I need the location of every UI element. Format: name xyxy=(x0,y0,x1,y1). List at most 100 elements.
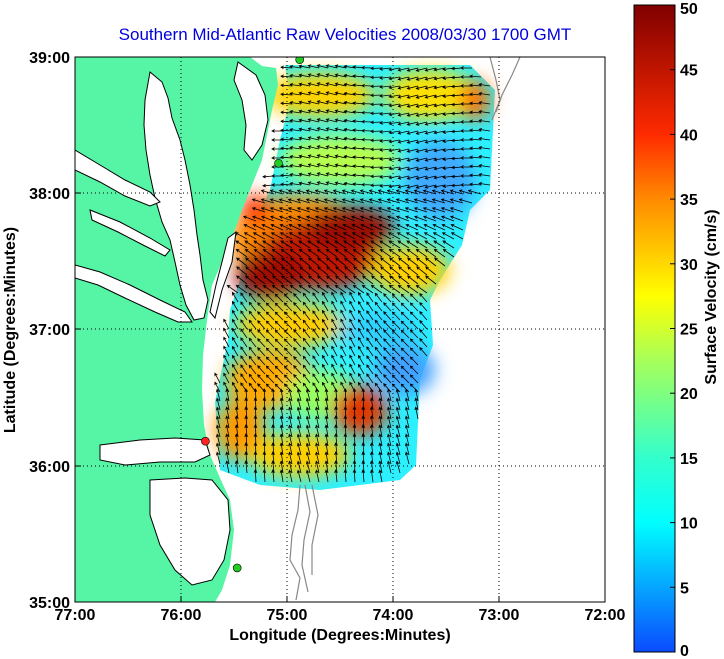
velocity-arrow xyxy=(379,103,392,107)
velocity-arrow xyxy=(271,284,284,294)
velocity-arrow xyxy=(442,240,455,249)
velocity-arrow xyxy=(407,275,419,285)
velocity-arrow xyxy=(305,469,311,483)
velocity-arrow xyxy=(349,363,356,375)
velocity-arrow xyxy=(379,157,392,161)
velocity-arrow xyxy=(312,337,320,348)
velocity-arrow xyxy=(388,148,401,153)
bathymetry-contours xyxy=(289,57,521,601)
velocity-arrow xyxy=(469,83,482,88)
velocity-arrow xyxy=(289,146,302,150)
velocity-arrow xyxy=(397,130,410,135)
velocity-arrow xyxy=(366,292,374,303)
pamlico-sound xyxy=(149,477,231,586)
velocity-arrow xyxy=(225,442,230,456)
velocity-arrow xyxy=(290,275,302,285)
velocity-arrow xyxy=(244,248,257,258)
velocity-arrow xyxy=(406,148,419,153)
velocity-arrow xyxy=(377,207,392,213)
velocity-arrow xyxy=(271,147,283,151)
velocity-arrow xyxy=(283,311,293,321)
velocity-arrow xyxy=(325,240,338,249)
velocity-arrow xyxy=(414,406,419,420)
velocity-arrow xyxy=(389,275,401,285)
velocity-arrow xyxy=(424,184,437,189)
velocity-arrow xyxy=(223,363,230,375)
velocity-arrow xyxy=(379,148,392,152)
velocity-arrow xyxy=(419,347,428,357)
velocity-arrow xyxy=(407,266,419,276)
velocity-arrow xyxy=(340,327,347,339)
velocity-arrow xyxy=(343,73,356,78)
velocity-arrow xyxy=(248,292,257,303)
velocity-arrow xyxy=(323,189,338,195)
velocity-arrow xyxy=(312,310,320,321)
colorbar-tick-label: 10 xyxy=(680,516,698,533)
velocity-arrow xyxy=(308,266,320,276)
velocity-arrow xyxy=(234,433,239,447)
velocity-arrow xyxy=(414,224,428,231)
velocity-arrow xyxy=(302,292,311,303)
velocity-arrow xyxy=(357,345,365,357)
velocity-arrow xyxy=(288,415,293,429)
delaware-bay xyxy=(233,61,269,161)
velocity-arrow xyxy=(341,198,356,204)
velocity-blob xyxy=(405,140,475,220)
velocity-arrow xyxy=(283,347,293,357)
velocity-arrow xyxy=(231,336,239,348)
velocity-arrow xyxy=(419,338,428,348)
depth-contour xyxy=(301,484,311,593)
velocity-arrow xyxy=(397,112,410,117)
velocity-arrow xyxy=(279,232,293,240)
velocity-arrow xyxy=(478,155,491,159)
velocity-arrow xyxy=(397,139,410,144)
velocity-arrow xyxy=(460,102,473,106)
velocity-arrow xyxy=(433,248,446,258)
velocity-arrow xyxy=(434,257,446,267)
velocity-arrow xyxy=(315,215,329,222)
velocity-arrow xyxy=(395,451,401,465)
velocity-arrow xyxy=(334,100,347,105)
velocity-arrow xyxy=(324,469,329,483)
velocity-arrow xyxy=(289,248,302,258)
velocity-arrow xyxy=(409,320,419,330)
velocity-arrow xyxy=(380,266,392,276)
velocity-arrow xyxy=(344,266,356,276)
velocity-arrow xyxy=(398,275,410,285)
velocity-arrow xyxy=(274,302,284,312)
velocity-blob xyxy=(235,250,305,300)
velocity-arrow xyxy=(324,224,338,231)
colorbar-tick-label: 45 xyxy=(680,63,698,80)
velocity-arrow xyxy=(334,136,347,141)
velocity-arrow xyxy=(302,337,311,348)
velocity-arrow xyxy=(383,338,392,348)
velocity-arrow xyxy=(380,257,392,267)
velocity-arrow xyxy=(424,166,437,171)
velocity-arrow xyxy=(406,248,419,258)
velocity-arrow xyxy=(334,82,347,87)
velocity-arrow xyxy=(325,181,338,186)
velocity-arrow xyxy=(325,82,338,87)
velocity-arrow xyxy=(331,363,338,375)
velocity-arrow xyxy=(248,373,257,384)
velocity-arrow xyxy=(366,301,374,312)
velocity-arrow xyxy=(460,138,473,142)
velocity-arrow xyxy=(299,275,311,285)
velocity-arrow xyxy=(244,240,257,249)
velocity-arrow xyxy=(332,198,347,204)
velocity-arrow xyxy=(324,388,329,402)
velocity-arrow xyxy=(388,103,401,108)
velocity-arrow xyxy=(315,424,320,438)
velocity-arrow xyxy=(293,293,302,303)
velocity-arrow xyxy=(279,224,293,231)
velocity-arrow xyxy=(370,156,383,161)
velocity-arrow xyxy=(415,166,428,171)
velocity-arrow xyxy=(379,184,392,188)
velocity-arrow xyxy=(289,128,302,132)
velocity-arrow xyxy=(378,388,383,402)
velocity-arrow xyxy=(343,181,356,186)
velocity-arrow xyxy=(357,300,365,312)
velocity-arrow xyxy=(388,184,401,189)
